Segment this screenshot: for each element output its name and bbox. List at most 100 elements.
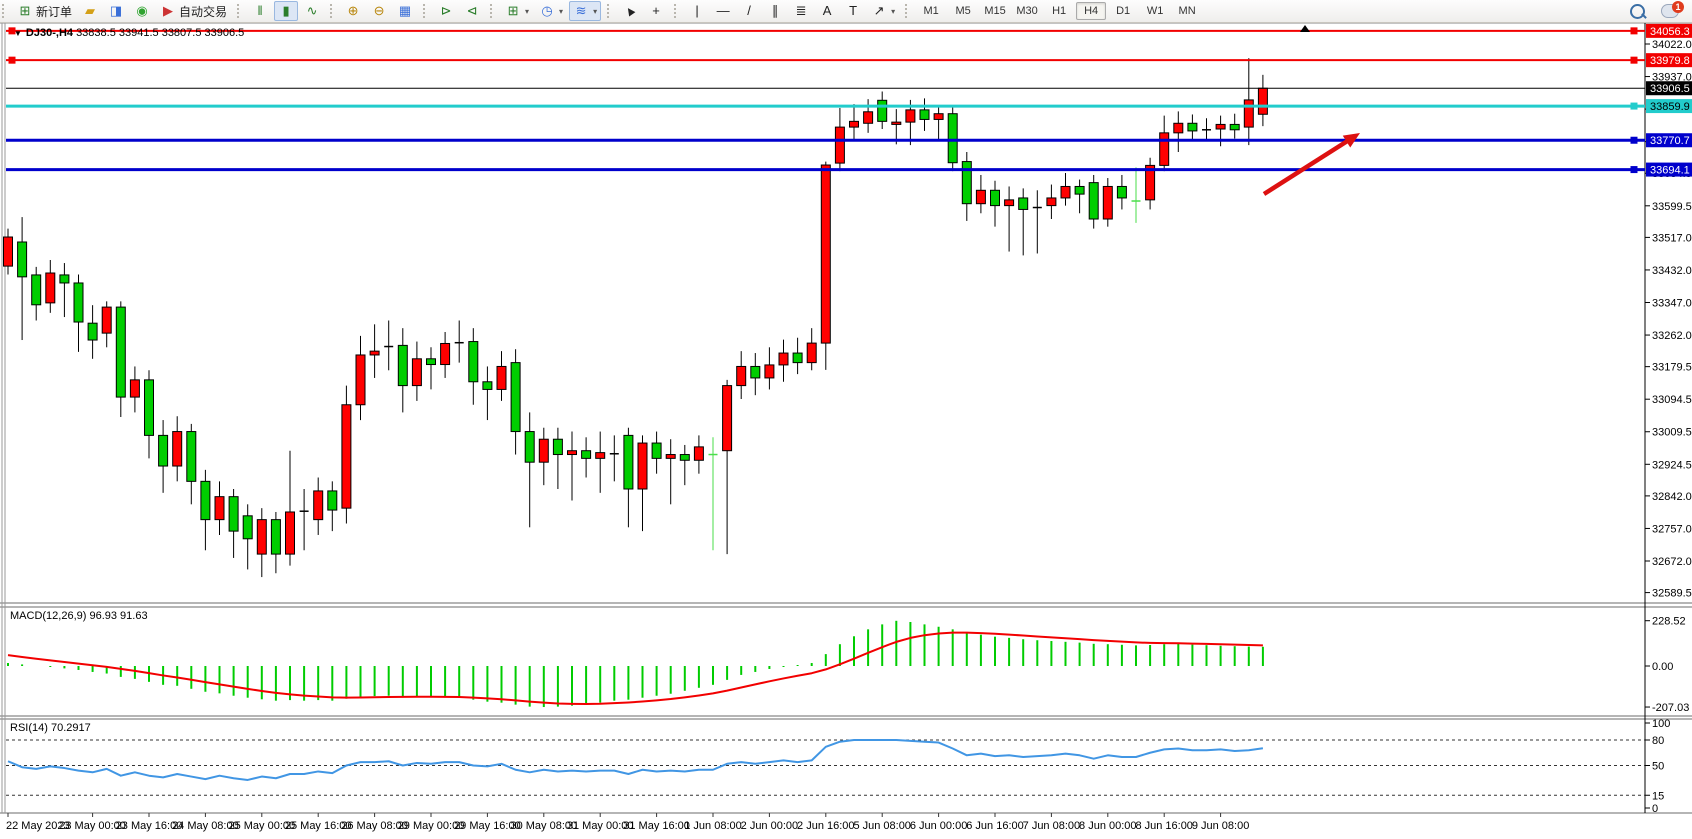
hline-handle[interactable] [8, 27, 16, 35]
price-axis-label: 33599.5 [1652, 201, 1692, 213]
candle-bullish [45, 272, 56, 304]
candle-bullish [905, 109, 916, 123]
toolbar-grip [607, 4, 612, 18]
candle-bearish [947, 113, 958, 164]
timeframe-m30[interactable]: M30 [1016, 5, 1038, 17]
horizontal-line-button[interactable]: — [711, 1, 735, 21]
rsi-line [7, 739, 1264, 781]
time-axis-label: 6 Jun 00:00 [910, 820, 968, 832]
signal-button[interactable]: ◉ [130, 1, 154, 21]
symbol-dropdown-icon[interactable]: ▼ [14, 29, 22, 38]
candle-bearish [510, 362, 521, 433]
arrows-button[interactable]: ↗ ▾ [867, 1, 899, 21]
zoom-in-button[interactable]: ⊕ [341, 1, 365, 21]
timeframe-m1[interactable]: M1 [923, 5, 939, 17]
cursor-button[interactable]: ▲ [618, 1, 642, 21]
price-axis-label: 32924.5 [1652, 459, 1692, 471]
timeframe-d1[interactable]: D1 [1116, 5, 1131, 17]
notifications-button[interactable]: 1 [1657, 1, 1684, 21]
timeframe-m15[interactable]: M15 [984, 5, 1006, 17]
time-axis-label: 5 Jun 08:00 [853, 820, 911, 832]
time-axis-label: 29 May 16:00 [454, 820, 521, 832]
bar-chart-button[interactable]: ‖ [248, 1, 272, 21]
price-axis-label: 33432.0 [1652, 265, 1692, 277]
fibonacci-button[interactable]: ≣ [789, 1, 813, 21]
candle-bullish [1243, 99, 1254, 128]
autotrading-button[interactable]: ▶ 自动交易 [156, 1, 231, 21]
trend-arrow[interactable] [1262, 136, 1353, 196]
hline-handle[interactable] [1630, 56, 1638, 64]
line-marker-triangle[interactable] [1300, 25, 1310, 32]
candle-bullish [778, 352, 789, 366]
channel-icon: ∥ [771, 3, 779, 18]
new-chart-icon: ⊞ [507, 3, 519, 18]
hline-handle[interactable] [1630, 166, 1638, 174]
autotrading-icon: ▶ [163, 3, 174, 18]
toolbar-grip [330, 4, 335, 18]
candle-bearish [750, 365, 761, 379]
wallet-button[interactable]: ▰ [78, 1, 102, 21]
search-button[interactable] [1626, 1, 1649, 21]
new-order-button[interactable]: ⊞ 新订单 [13, 1, 76, 21]
timeframe-h1[interactable]: H1 [1052, 5, 1067, 17]
arrows-icon: ↗ [873, 3, 885, 18]
candle-bullish [440, 342, 451, 366]
price-axis-label: 32757.0 [1652, 523, 1692, 535]
zoom-out-button[interactable]: ⊖ [367, 1, 391, 21]
chevron-down-icon[interactable]: ▾ [559, 6, 564, 16]
price-axis-label: 32672.0 [1652, 556, 1692, 568]
new-chart-button[interactable]: ⊞ ▾ [501, 1, 533, 21]
auto-scroll-button[interactable]: ⊳ [434, 1, 458, 21]
vertical-line-button[interactable]: | [685, 1, 709, 21]
hline-handle[interactable] [8, 56, 16, 64]
timeframe-toolbar: M1 M5 M15 M30 H1 H4 D1 W1 MN [912, 0, 1206, 22]
price-axis-label: 33094.5 [1652, 394, 1692, 406]
tile-windows-button[interactable]: ▦ [393, 1, 417, 21]
trendline-button[interactable]: / [737, 1, 761, 21]
timeframe-h4[interactable]: H4 [1076, 2, 1107, 20]
candle-bearish [468, 341, 479, 383]
hline-handle[interactable] [1630, 136, 1638, 144]
chart-shift-button[interactable]: ⊲ [460, 1, 484, 21]
horizontal-line-icon: — [716, 3, 730, 18]
bar-chart-icon: ‖ [257, 3, 263, 18]
candle-bearish [877, 99, 888, 122]
period-icon: ◷ [541, 3, 553, 18]
toolbar-group: ‖ ▮ ∿ [244, 0, 328, 22]
candle-bearish [17, 241, 28, 278]
timeframe-mn[interactable]: MN [1178, 5, 1196, 17]
chart-upload-button[interactable]: ◨ [104, 1, 128, 21]
rsi-axis-label: 100 [1652, 718, 1670, 730]
period-button[interactable]: ◷ ▾ [535, 1, 567, 21]
price-axis-label: 32589.5 [1652, 588, 1692, 600]
timeframe-m5[interactable]: M5 [955, 5, 971, 17]
line-chart-button[interactable]: ∿ [300, 1, 324, 21]
channel-button[interactable]: ∥ [763, 1, 787, 21]
chevron-down-icon[interactable]: ▾ [593, 6, 598, 16]
hline-handle[interactable] [1630, 102, 1638, 110]
trend-arrow-head[interactable] [1342, 133, 1360, 148]
price-axis-label: 33937.0 [1652, 72, 1692, 84]
chevron-down-icon[interactable]: ▾ [891, 6, 896, 16]
toolbar-group: ▲ + [614, 0, 672, 22]
text-button[interactable]: A [815, 1, 839, 21]
price-label-34056.3: 34056.3 [1650, 26, 1690, 38]
price-label-box-33859.9 [1646, 99, 1692, 114]
zoom-out-icon: ⊖ [373, 3, 385, 18]
toolbar-grip [423, 4, 428, 18]
text-label-button[interactable]: T [841, 1, 865, 21]
price-axis-label: 33009.5 [1652, 427, 1692, 439]
candle-bullish [567, 450, 577, 456]
candlestick-button[interactable]: ▮ [274, 1, 299, 21]
rsi-axis-label: 50 [1652, 761, 1664, 773]
price-label-33979.8: 33979.8 [1650, 55, 1690, 67]
chevron-down-icon[interactable]: ▾ [525, 6, 530, 16]
price-label-box-33694.1 [1646, 162, 1692, 177]
crosshair-button[interactable]: + [644, 1, 668, 21]
hline-handle[interactable] [1630, 27, 1638, 35]
timeframe-w1[interactable]: W1 [1146, 5, 1164, 17]
candle-bearish [59, 274, 70, 284]
indicators-button[interactable]: ≋ ▾ [569, 1, 602, 21]
candle-bullish [341, 404, 352, 509]
